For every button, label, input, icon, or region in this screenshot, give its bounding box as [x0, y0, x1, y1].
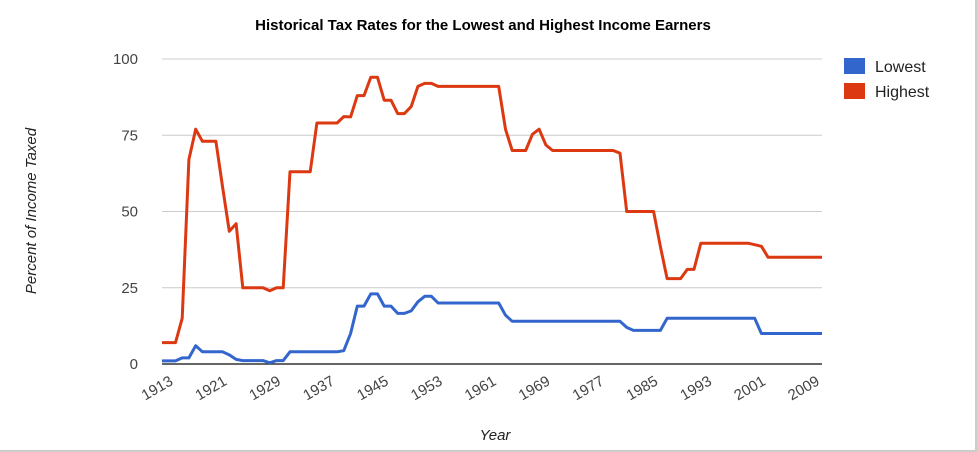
series-line-lowest: [162, 292, 822, 365]
y-tick-label: 25: [121, 280, 138, 297]
chart-title: Historical Tax Rates for the Lowest and …: [255, 17, 711, 34]
x-axis-label: Year: [480, 427, 512, 444]
x-tick-label: 1953: [408, 373, 445, 404]
y-tick-label: 100: [113, 51, 138, 68]
x-tick-label: 1913: [139, 373, 176, 404]
x-tick-label: 1937: [300, 373, 337, 404]
y-tick-label: 50: [121, 204, 138, 221]
x-tick-label: 1969: [516, 373, 553, 404]
x-tick-label: 2001: [731, 373, 768, 404]
x-tick-label: 2009: [785, 373, 822, 404]
legend-label-lowest: Lowest: [875, 59, 926, 76]
x-tick-label: 1945: [354, 373, 391, 404]
legend-swatch-highest: [844, 83, 865, 99]
x-tick-label: 1921: [192, 373, 229, 404]
x-tick-label: 1977: [570, 373, 607, 404]
legend-label-highest: Highest: [875, 84, 930, 101]
x-tick-label: 1961: [462, 373, 499, 404]
y-tick-label: 75: [121, 127, 138, 144]
y-axis-label: Percent of Income Taxed: [23, 127, 40, 294]
x-tick-label: 1985: [623, 373, 660, 404]
series-line-highest: [162, 75, 822, 345]
x-tick-label: 1993: [677, 373, 714, 404]
y-tick-label: 0: [130, 356, 138, 373]
legend-swatch-lowest: [844, 58, 865, 74]
x-tick-label: 1929: [246, 373, 283, 404]
